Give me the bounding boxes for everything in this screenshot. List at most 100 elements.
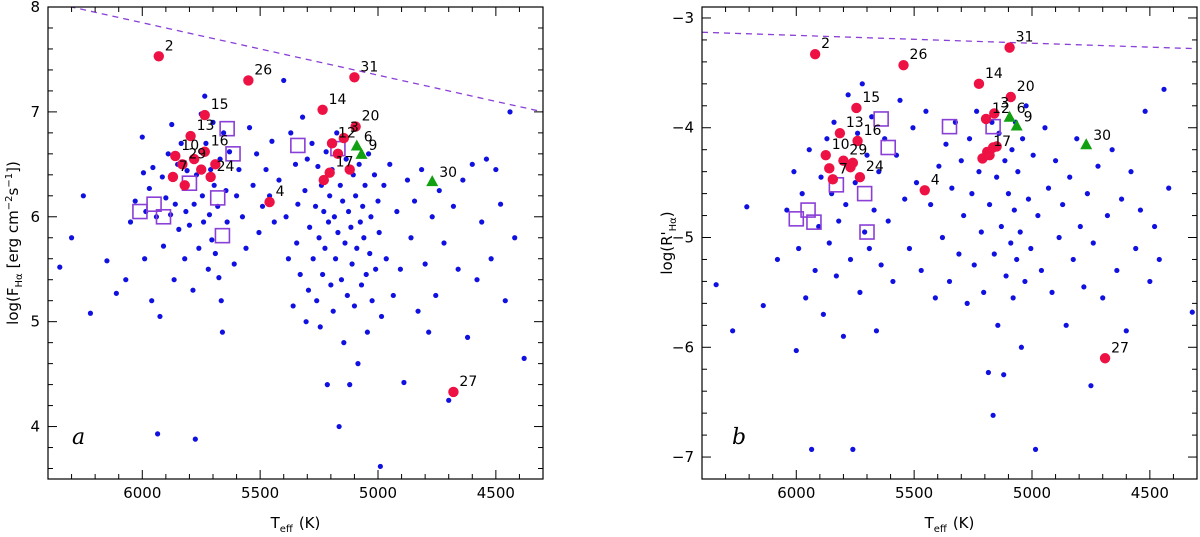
point-label: 4 [276, 184, 285, 200]
highlight-point [199, 146, 210, 157]
sample-point [335, 229, 341, 236]
sample-point [383, 256, 389, 262]
sample-point [343, 156, 349, 162]
highlight-point [210, 159, 221, 170]
sample-point [744, 204, 750, 210]
sample-point [1018, 344, 1024, 350]
sample-point [224, 219, 230, 225]
point-label: 27 [1111, 340, 1129, 356]
sample-point [998, 223, 1004, 230]
sample-point [190, 287, 196, 293]
plot-frame [47, 6, 544, 480]
sample-point [415, 308, 421, 314]
sample-point [985, 369, 991, 376]
sample-point [178, 140, 184, 146]
sample-point [283, 214, 289, 220]
sample-point [1030, 152, 1036, 158]
sample-point [974, 108, 980, 114]
y-tick-label: −4 [672, 119, 694, 137]
sample-point [730, 328, 736, 334]
sample-point [1067, 174, 1073, 180]
sample-point [876, 169, 882, 175]
square-marker [788, 211, 805, 227]
sample-point [928, 201, 934, 208]
sample-point [299, 114, 306, 120]
x-axis-label: Teff (K) [924, 514, 975, 535]
sample-point [976, 169, 982, 175]
highlight-point [317, 104, 328, 115]
point-label: 24 [866, 159, 884, 175]
sample-point [1060, 201, 1066, 208]
upper-limit-dashed-line [68, 7, 543, 113]
highlight-point [338, 132, 350, 144]
plot-area [57, 7, 543, 470]
sample-point [897, 97, 903, 103]
highlight-point [196, 164, 207, 175]
point-label: 6 [364, 129, 373, 145]
sample-point [1042, 125, 1048, 131]
sample-point [943, 141, 949, 147]
sample-point [1035, 212, 1041, 219]
sample-point [390, 292, 396, 299]
sample-point [1045, 185, 1052, 191]
sample-point [127, 219, 134, 225]
sample-point [332, 256, 339, 262]
sample-point [1084, 191, 1090, 197]
highlight-point [827, 174, 839, 185]
x-tick-label: 5000 [1013, 484, 1051, 502]
point-label: 20 [362, 109, 380, 125]
sample-point [381, 182, 387, 188]
sample-point [1151, 223, 1158, 230]
sample-point [806, 147, 812, 153]
highlight-point [264, 196, 275, 208]
sample-point [1123, 328, 1129, 334]
sample-point [348, 224, 354, 230]
sample-point [1090, 240, 1096, 246]
sample-point [324, 382, 330, 388]
sample-point [290, 303, 296, 309]
sample-point [80, 193, 86, 199]
sample-point [341, 340, 347, 346]
sample-point [176, 226, 182, 232]
sample-point [1166, 185, 1172, 191]
sample-point [469, 161, 475, 167]
square-marker [880, 139, 897, 156]
point-label: 16 [864, 123, 882, 139]
sample-point [104, 258, 110, 264]
sample-point [186, 222, 193, 228]
sample-point [285, 256, 292, 262]
sample-point [231, 261, 237, 267]
point-label: 24 [217, 159, 235, 175]
sample-point [864, 152, 870, 158]
highlight-point [851, 102, 862, 114]
point-label: 6 [1017, 101, 1026, 117]
sample-point [961, 212, 967, 219]
sample-point [1100, 295, 1106, 301]
sample-point [371, 172, 378, 178]
point-label: 15 [211, 97, 229, 113]
highlight-point [350, 121, 361, 132]
sample-point [314, 298, 320, 304]
sample-point [419, 166, 425, 173]
sample-point [203, 140, 209, 146]
sample-point [1056, 234, 1062, 241]
sample-point [460, 177, 466, 183]
sample-point [336, 423, 342, 430]
square-marker [290, 137, 306, 154]
sample-point [160, 243, 167, 249]
sample-point [218, 298, 224, 304]
sample-point [172, 201, 178, 207]
y-tick-label: 7 [30, 103, 40, 121]
sample-point [1137, 207, 1144, 213]
sample-point [171, 277, 177, 283]
point-label: 26 [254, 62, 272, 78]
sample-point [310, 256, 316, 262]
x-tick-label: 6000 [123, 484, 161, 502]
sample-point [809, 446, 815, 452]
sample-point [464, 334, 471, 340]
sample-point [342, 240, 348, 246]
upper-limit-dashed-line [702, 31, 1197, 50]
sample-point [978, 229, 984, 235]
sample-point [958, 158, 964, 164]
y-tick-label: −6 [672, 338, 694, 356]
